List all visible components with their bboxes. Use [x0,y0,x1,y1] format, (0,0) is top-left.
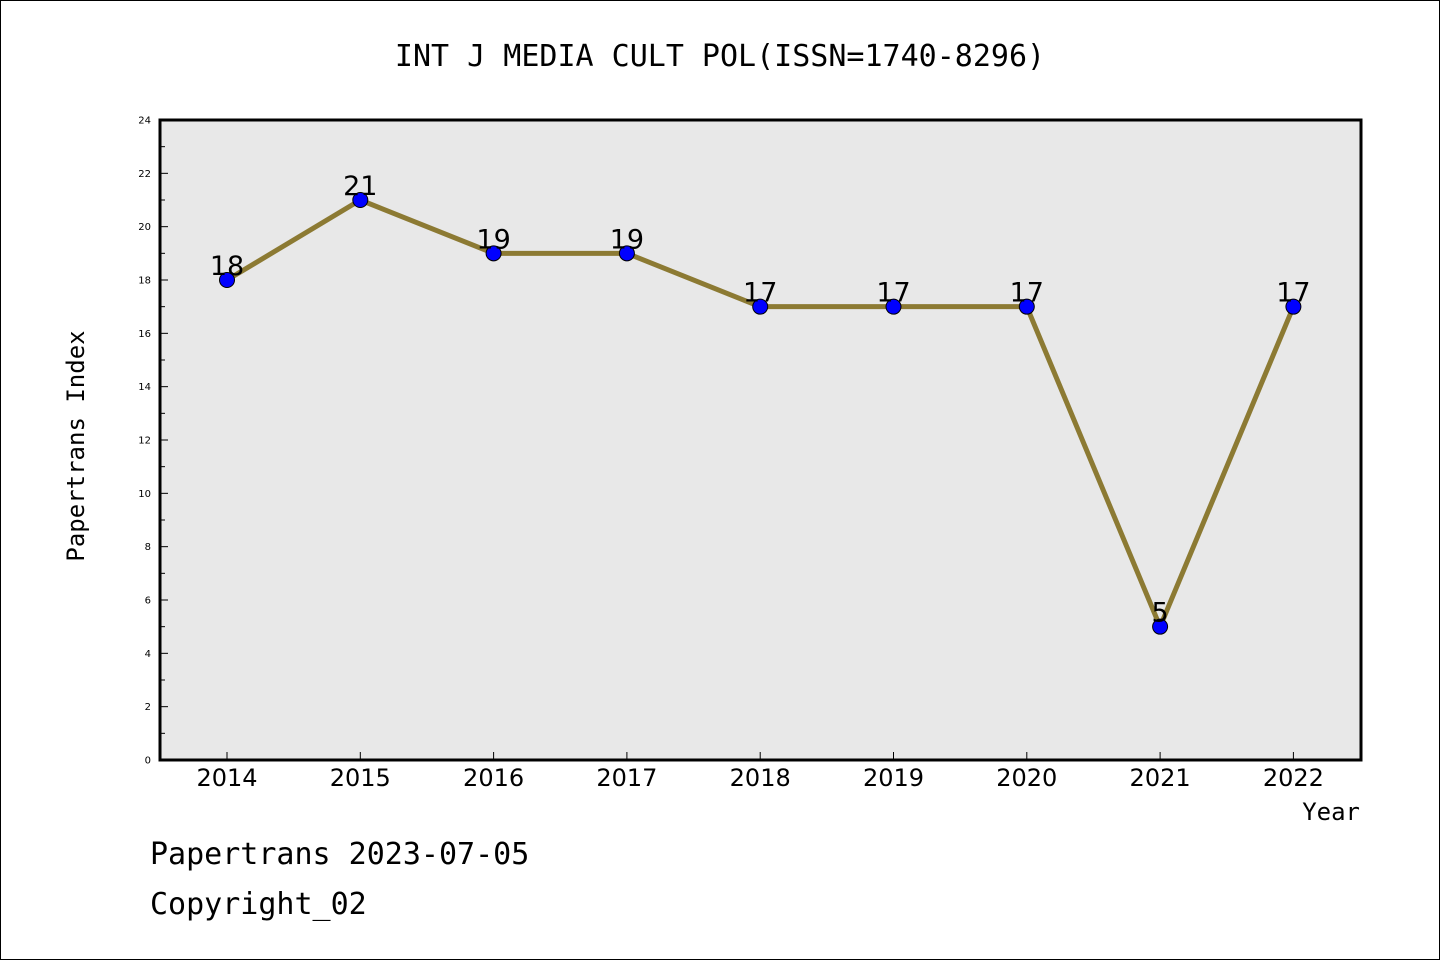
y-tick-label: 14 [138,382,151,393]
x-tick-label: 2021 [1130,764,1191,792]
y-tick-label: 4 [145,649,151,660]
data-label: 17 [1010,278,1044,309]
x-tick-label: 2014 [196,764,257,792]
plot-border [158,118,1363,762]
footer-date: Papertrans 2023-07-05 [150,837,529,872]
data-point [219,272,235,288]
plot-area [160,120,1361,760]
x-tick-label: 2020 [996,764,1057,792]
data-point [618,245,635,262]
data-label: 19 [610,224,644,255]
footer-copyright: Copyright_02 [150,887,367,922]
y-tick-label: 22 [138,169,151,180]
data-label: 19 [476,224,510,255]
y-tick-label: 6 [145,596,151,607]
y-tick-label: 18 [138,276,151,287]
data-point [1152,618,1169,635]
data-label: 17 [743,278,777,309]
data-point [485,245,502,262]
data-point [1285,298,1302,315]
data-label: 17 [1276,278,1310,309]
data-point [352,192,369,208]
y-tick-label: 12 [138,436,151,447]
x-axis-ticks: 2014 2015 2016 2017 2018 2019 2020 2021 2022 [196,752,1324,792]
x-tick-label: 2015 [330,764,391,792]
x-tick-label: 2017 [596,764,657,792]
y-axis-label: Papertrans Index [62,330,90,561]
y-tick-label: 24 [138,116,151,127]
y-tick-label: 20 [138,222,151,233]
x-tick-label: 2016 [463,764,524,792]
y-tick-label: 2 [145,702,151,713]
data-point [885,298,902,315]
y-tick-label: 8 [145,542,151,553]
x-tick-label: 2022 [1263,764,1324,792]
x-tick-label: 2019 [863,764,924,792]
series-layer: 18 21 19 19 17 17 17 5 17 [210,171,1311,635]
y-tick-label: 16 [138,329,151,340]
data-point [1018,298,1035,315]
y-tick-label: 0 [145,756,151,767]
data-label: 5 [1152,598,1169,629]
data-label: 18 [210,251,244,282]
chart-title: INT J MEDIA CULT POL(ISSN=1740-8296) [395,39,1045,74]
y-tick-label: 10 [138,489,151,500]
x-tick-label: 2018 [730,764,791,792]
data-label: 17 [876,278,910,309]
data-label: 21 [343,171,377,202]
data-point [752,298,769,315]
x-axis-label: Year [1302,798,1360,826]
